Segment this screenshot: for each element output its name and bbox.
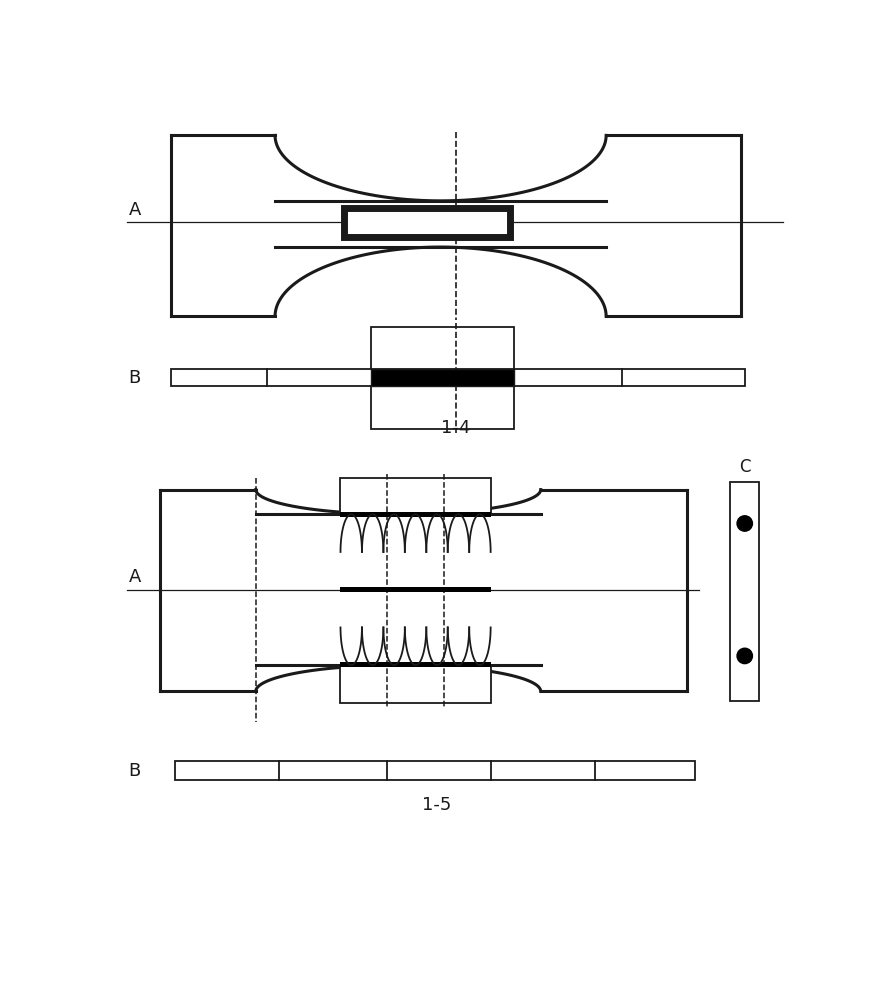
Bar [340, 587, 491, 592]
Text: B: B [129, 369, 141, 387]
Bar [340, 587, 491, 592]
Bar [340, 665, 491, 703]
Bar [372, 327, 514, 369]
Bar [171, 369, 745, 386]
Bar [340, 478, 491, 514]
Text: C: C [739, 458, 750, 476]
Circle shape [737, 516, 752, 531]
Bar [372, 386, 514, 429]
Circle shape [737, 648, 752, 664]
Text: 1-4: 1-4 [441, 419, 470, 437]
Bar [344, 208, 510, 237]
Bar [372, 369, 514, 386]
Text: A: A [129, 568, 141, 586]
Bar [340, 662, 491, 667]
Bar [730, 482, 759, 701]
Text: A: A [129, 201, 141, 219]
Text: 1-5: 1-5 [422, 796, 452, 814]
Text: B: B [129, 762, 141, 780]
Bar [340, 512, 491, 517]
Bar [175, 761, 694, 780]
